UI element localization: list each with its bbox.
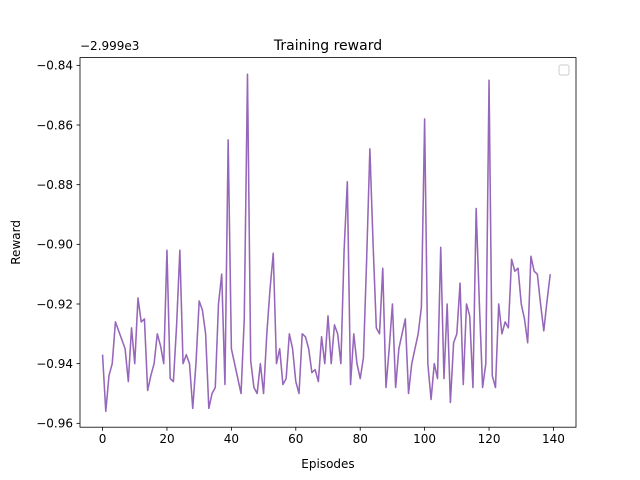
y-tick-label: −0.84 bbox=[36, 59, 73, 73]
y-tick-label: −0.92 bbox=[36, 297, 73, 311]
x-tick-label: 140 bbox=[542, 432, 565, 446]
chart-title: Training reward bbox=[273, 38, 382, 54]
x-axis-ticks: 0 20 40 60 80 100 120 140 bbox=[99, 427, 565, 446]
plot-frame bbox=[79, 57, 577, 428]
x-axis-label: Episodes bbox=[301, 457, 354, 471]
x-tick-label: 20 bbox=[159, 432, 174, 446]
y-tick-label: −0.94 bbox=[36, 357, 73, 371]
legend-box bbox=[558, 64, 570, 76]
x-tick-label: 40 bbox=[224, 432, 239, 446]
y-axis-label: Reward bbox=[9, 220, 23, 265]
y-offset-label: −2.999e3 bbox=[80, 39, 139, 53]
x-tick-label: 0 bbox=[99, 432, 107, 446]
y-tick-label: −0.90 bbox=[36, 238, 73, 252]
plot-area bbox=[80, 57, 576, 428]
y-tick-label: −0.86 bbox=[36, 118, 73, 132]
x-tick-label: 120 bbox=[478, 432, 501, 446]
series-lines bbox=[101, 73, 551, 413]
y-tick-label: −0.96 bbox=[36, 417, 73, 431]
reward-series-line bbox=[101, 73, 551, 413]
y-axis-ticks: −0.96 −0.94 −0.92 −0.90 −0.88 −0.86 −0.84 bbox=[36, 59, 80, 431]
x-tick-label: 60 bbox=[288, 432, 303, 446]
x-tick-label: 100 bbox=[413, 432, 436, 446]
y-tick-label: −0.88 bbox=[36, 178, 73, 192]
x-tick-label: 80 bbox=[353, 432, 368, 446]
